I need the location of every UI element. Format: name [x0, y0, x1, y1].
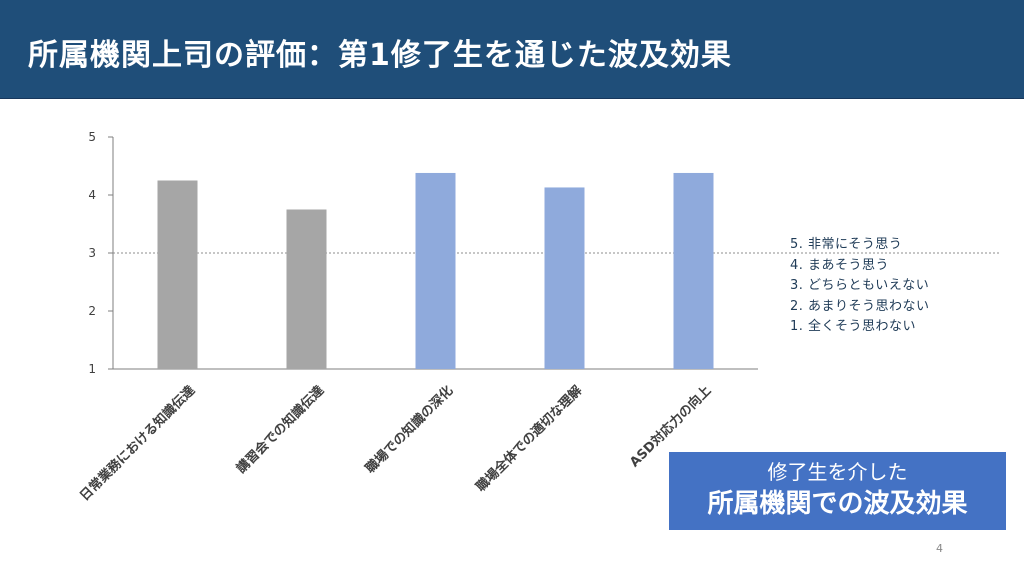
legend-item-4: 4. まあそう思う	[790, 257, 890, 273]
slide-title: 所属機関上司の評価：第1修了生を通じた波及効果	[28, 38, 732, 73]
y-tick-label: 2	[88, 304, 96, 318]
rating-scale-legend: 5. 非常にそう思う 4. まあそう思う 3. どちらともいえない 2. あまり…	[790, 235, 930, 338]
page-number: 4	[936, 542, 943, 555]
x-category-label: 職場全体での適切な理解	[473, 383, 585, 495]
y-tick-label: 3	[88, 246, 96, 260]
x-category-label: 講習会での知識伝達	[233, 383, 327, 477]
y-tick-label: 5	[88, 130, 96, 144]
bar	[673, 172, 714, 369]
legend-item-2: 2. あまりそう思わない	[790, 298, 930, 314]
legend-item-1: 1. 全くそう思わない	[790, 319, 917, 334]
callout-subtitle: 修了生を介した	[767, 460, 908, 484]
y-tick-label: 1	[88, 362, 96, 376]
bar	[415, 172, 456, 369]
callout-title: 所属機関での波及効果	[707, 489, 968, 519]
bar	[286, 209, 327, 369]
bar	[157, 180, 198, 369]
x-category-label: 職場での知識の深化	[362, 383, 456, 477]
title-bar: 所属機関上司の評価：第1修了生を通じた波及効果	[0, 0, 1024, 99]
y-tick-label: 4	[88, 188, 96, 202]
legend-item-3: 3. どちらともいえない	[790, 278, 930, 293]
legend-item-5: 5. 非常にそう思う	[790, 237, 903, 252]
bar	[544, 187, 585, 369]
x-category-label: 日常業務における知識伝達	[77, 383, 199, 505]
callout-box: 修了生を介した 所属機関での波及効果	[669, 452, 1006, 530]
